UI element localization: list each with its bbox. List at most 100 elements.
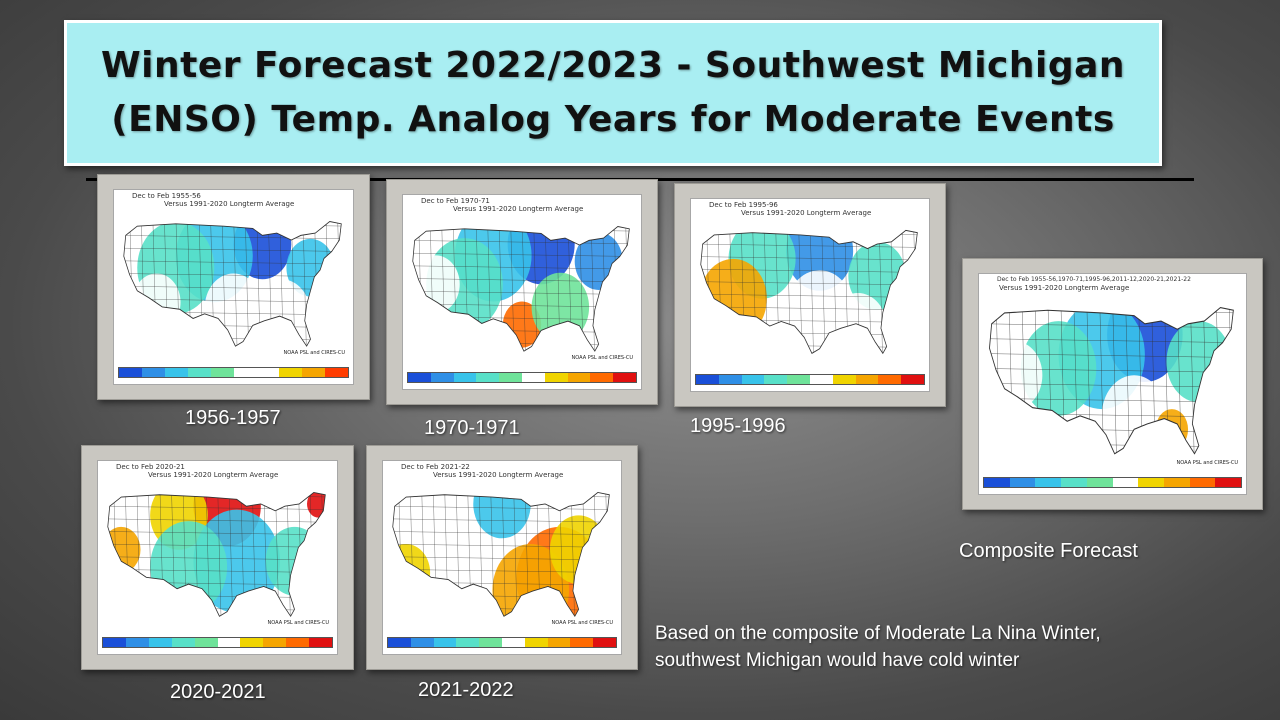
scale-swatch <box>1163 478 1190 487</box>
scale-swatch <box>521 373 545 382</box>
division-line <box>989 353 1234 358</box>
scale-swatch <box>141 368 165 377</box>
anomaly-region <box>150 521 228 613</box>
map-label-1970-1971: 1970-1971 <box>424 417 520 439</box>
division-line <box>412 290 630 295</box>
map-label-1995-1996: 1995-1996 <box>690 415 786 437</box>
scale-swatch <box>1035 478 1062 487</box>
us-map-graphic <box>407 215 630 365</box>
scale-swatch <box>286 638 310 647</box>
division-line <box>392 531 610 536</box>
division-line <box>700 256 918 261</box>
scale-swatch <box>187 368 211 377</box>
scale-swatch <box>240 638 264 647</box>
division-line <box>989 368 1234 373</box>
division-line <box>123 235 342 240</box>
scale-swatch <box>1112 478 1139 487</box>
anomaly-region <box>829 293 887 354</box>
scale-swatch <box>148 638 172 647</box>
scale-swatch <box>567 373 591 382</box>
color-scale-bar <box>695 374 925 385</box>
map-header: Dec to Feb 2021-22 <box>401 463 470 471</box>
anomaly-region <box>549 515 608 585</box>
scale-swatch <box>453 373 477 382</box>
map-panel: Dec to Feb 2020-21 Versus 1991-2020 Long… <box>97 460 338 655</box>
scale-swatch <box>103 638 126 647</box>
composite-note-line2: southwest Michigan would have cold winte… <box>655 650 1020 671</box>
us-outline <box>700 229 918 355</box>
color-scale-bar <box>118 367 349 378</box>
scale-swatch <box>501 638 525 647</box>
anomaly-region <box>132 273 181 332</box>
scale-swatch <box>476 373 500 382</box>
division-line <box>217 492 222 617</box>
scale-swatch <box>901 375 924 384</box>
division-line <box>700 268 918 273</box>
scale-swatch <box>613 373 636 382</box>
slide-title-box: Winter Forecast 2022/2023 - Southwest Mi… <box>64 20 1162 166</box>
division-line <box>695 219 925 222</box>
scale-swatch <box>1009 478 1036 487</box>
scale-swatch <box>263 638 287 647</box>
us-map-graphic <box>118 210 349 347</box>
map-credit: NOAA PSL and CIRES-CU <box>283 350 345 356</box>
anomaly-region <box>1155 409 1189 450</box>
map-frame-1956-1957: Dec to Feb 1955-56 Versus 1991-2020 Long… <box>97 174 370 400</box>
us-map-graphic <box>387 481 617 618</box>
map-credit: NOAA PSL and CIRES-CU <box>571 355 633 361</box>
map-credit: NOAA PSL and CIRES-CU <box>1176 460 1238 466</box>
color-scale-bar <box>983 477 1242 488</box>
scale-swatch <box>718 375 742 384</box>
scale-swatch <box>764 375 788 384</box>
scale-swatch <box>593 638 616 647</box>
division-line <box>392 518 610 523</box>
scale-swatch <box>696 375 719 384</box>
division-line <box>392 506 610 510</box>
scale-swatch <box>741 375 765 384</box>
scale-swatch <box>878 375 902 384</box>
scale-swatch <box>1061 478 1087 487</box>
scale-swatch <box>217 638 241 647</box>
scale-swatch <box>809 375 833 384</box>
map-frame-2020-2021: Dec to Feb 2020-21 Versus 1991-2020 Long… <box>81 445 354 670</box>
division-line <box>233 221 238 347</box>
scale-swatch <box>832 375 856 384</box>
division-line <box>501 492 506 617</box>
anomaly-region <box>700 258 767 339</box>
division-line <box>118 210 349 213</box>
division-line <box>407 215 411 365</box>
color-scale-bar <box>407 372 637 383</box>
anomaly-region <box>473 492 531 539</box>
division-line <box>983 294 987 470</box>
division-line <box>107 518 326 523</box>
division-line <box>102 481 333 484</box>
scale-swatch <box>256 368 280 377</box>
division-line <box>123 247 342 252</box>
division-line <box>412 278 630 283</box>
scale-swatch <box>1086 478 1113 487</box>
scale-swatch <box>410 638 434 647</box>
map-panel: Dec to Feb 1955-56 Versus 1991-2020 Long… <box>113 189 354 385</box>
division-line <box>695 357 925 360</box>
division-line <box>107 506 326 510</box>
us-outline <box>107 491 326 618</box>
scale-swatch <box>1189 478 1216 487</box>
division-line <box>700 281 918 286</box>
scale-swatch <box>171 638 195 647</box>
division-line <box>392 543 610 548</box>
map-frame-2021-2022: Dec to Feb 2021-22 Versus 1991-2020 Long… <box>366 445 638 670</box>
map-subheader: Versus 1991-2020 Longterm Average <box>164 200 295 208</box>
map-frame-1995-1996: Dec to Feb 1995-96 Versus 1991-2020 Long… <box>674 183 946 407</box>
map-frame-composite: Dec to Feb 1955-56,1970-71,1995-96,2011-… <box>962 258 1263 510</box>
scale-swatch <box>479 638 502 647</box>
division-line <box>387 481 617 484</box>
scale-swatch <box>125 638 149 647</box>
scale-swatch <box>194 638 218 647</box>
us-map-graphic <box>983 294 1234 470</box>
scale-swatch <box>855 375 879 384</box>
map-label-2020-2021: 2020-2021 <box>170 681 266 703</box>
us-map-graphic <box>102 481 333 618</box>
scale-swatch <box>164 368 188 377</box>
division-line <box>809 230 814 354</box>
scale-swatch <box>279 368 303 377</box>
